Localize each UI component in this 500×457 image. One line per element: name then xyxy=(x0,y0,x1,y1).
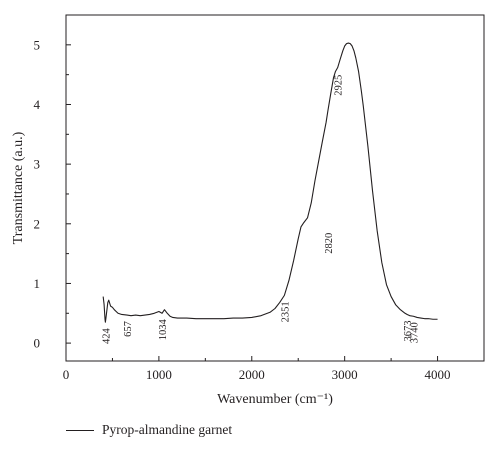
series-layer xyxy=(102,42,438,323)
y-tick-label: 4 xyxy=(34,97,41,112)
peak-label: 3740 xyxy=(409,322,420,343)
y-tick-label: 0 xyxy=(34,336,41,351)
plot-border xyxy=(65,14,485,362)
y-axis: 0 1 2 3 4 5 xyxy=(34,37,71,351)
peak-label: 424 xyxy=(101,327,112,344)
y-tick-label: 3 xyxy=(34,157,41,172)
peak-label: 2820 xyxy=(324,233,335,254)
series-line xyxy=(102,42,438,323)
y-tick-label: 5 xyxy=(34,37,41,52)
x-tick-label: 2000 xyxy=(239,367,265,382)
peak-label: 1034 xyxy=(158,319,169,341)
y-axis-title: Transmittance (a.u.) xyxy=(11,131,26,244)
legend-label: Pyrop-almandine garnet xyxy=(102,422,233,437)
x-tick-label: 1000 xyxy=(146,367,172,382)
x-tick-label: 3000 xyxy=(332,367,358,382)
x-axis-title: Wavenumber (cm⁻¹) xyxy=(217,392,333,407)
x-tick-label: 0 xyxy=(63,367,70,382)
x-axis: 0 1000 2000 3000 4000 xyxy=(63,356,451,382)
legend: Pyrop-almandine garnet xyxy=(66,421,232,439)
plot-frame xyxy=(65,14,485,362)
y-tick-label: 1 xyxy=(34,276,41,291)
peak-label: 2925 xyxy=(334,75,345,96)
y-tick-label: 2 xyxy=(34,216,41,231)
peak-label: 3673 xyxy=(403,321,414,342)
x-tick-label: 4000 xyxy=(425,367,451,382)
legend-line-swatch xyxy=(66,429,94,431)
peak-label: 657 xyxy=(123,321,134,337)
peak-label: 2351 xyxy=(280,301,291,322)
